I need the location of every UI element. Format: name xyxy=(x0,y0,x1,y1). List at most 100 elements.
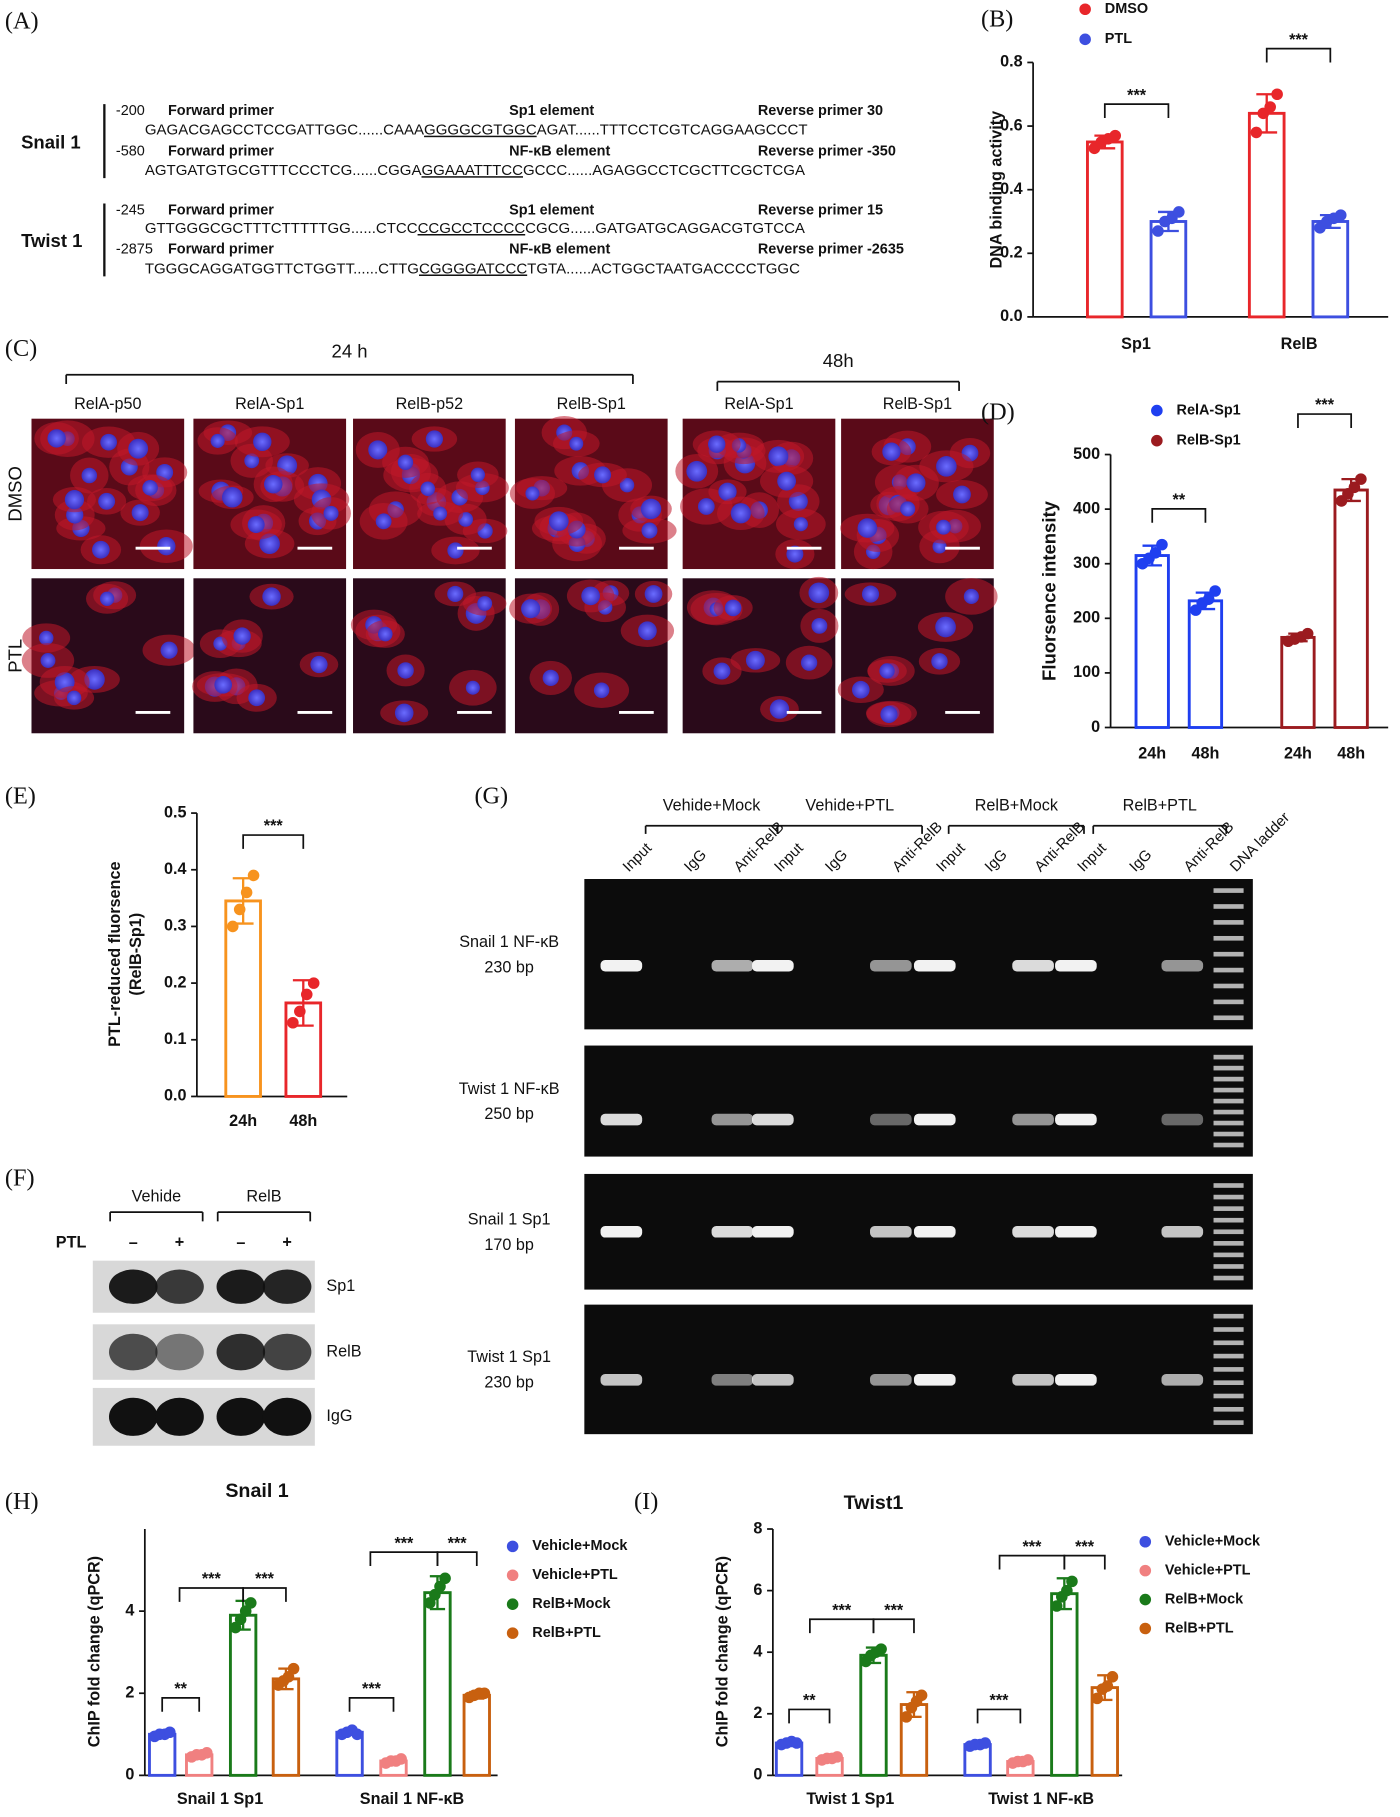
significance-bracket xyxy=(161,1697,201,1712)
panel-label: (E) xyxy=(5,783,36,810)
significance-bracket xyxy=(788,1708,831,1724)
y-tick-label: 0.5 xyxy=(164,803,187,821)
nucleus xyxy=(569,436,584,451)
lane-label: IgG xyxy=(681,846,710,875)
significance-bracket xyxy=(1265,47,1332,63)
y-axis-label: DNA binding activity xyxy=(988,111,1006,269)
gel-band xyxy=(870,959,912,972)
bar xyxy=(224,899,262,1098)
y-tick-label: 500 xyxy=(1073,445,1100,463)
data-point xyxy=(1149,547,1162,559)
nucleus xyxy=(548,511,569,531)
ladder-band xyxy=(1213,904,1244,909)
nucleus xyxy=(906,473,926,493)
gel-band xyxy=(1012,1113,1054,1126)
nucleus xyxy=(953,485,971,504)
nucleus xyxy=(447,585,464,602)
nucleus xyxy=(525,486,540,501)
gel-band xyxy=(913,1374,956,1386)
sequence-part: GTTGGGCGCTTTCTTTTTGG......CTCC xyxy=(145,220,418,237)
element-label: NF-κB element xyxy=(509,143,610,159)
y-tick-label: 2 xyxy=(125,1684,134,1702)
significance-label: *** xyxy=(832,1601,852,1619)
lane-label: DNA ladder xyxy=(1227,809,1293,875)
bar xyxy=(1050,1592,1079,1777)
legend-label: Vehicle+Mock xyxy=(532,1538,628,1554)
significance-label: *** xyxy=(202,1570,222,1588)
legend-label: DMSO xyxy=(1105,1,1148,17)
nucleus xyxy=(745,650,765,670)
data-point xyxy=(1209,585,1221,597)
ladder-band xyxy=(1213,951,1244,957)
nucleus xyxy=(84,669,105,690)
x-tick-label: Snail 1 NF-κB xyxy=(360,1790,464,1808)
nucleus xyxy=(377,626,393,642)
gel-band xyxy=(600,1113,643,1126)
gel-band xyxy=(600,959,643,972)
significance-label: *** xyxy=(362,1680,382,1698)
nucleus xyxy=(214,676,232,694)
nucleus xyxy=(210,433,225,448)
nucleus xyxy=(724,599,742,617)
gel xyxy=(584,1304,1253,1435)
significance-bracket xyxy=(1063,1554,1106,1570)
nucleus xyxy=(936,519,951,535)
lane-label: Input xyxy=(1074,839,1110,875)
data-point xyxy=(244,1597,257,1609)
legend-marker xyxy=(506,1627,519,1639)
gel-band xyxy=(711,1374,754,1386)
legend-marker xyxy=(1139,1564,1152,1577)
nucleus xyxy=(244,453,260,469)
sequence: GAGACGAGCCTCCGATTGGC......CAAAGGGGCGTGGC… xyxy=(145,122,808,139)
bar xyxy=(1311,220,1350,319)
lane-label: IgG xyxy=(1126,846,1155,875)
bar xyxy=(1149,220,1188,319)
data-point xyxy=(831,1751,843,1763)
legend-marker xyxy=(1079,33,1091,46)
group-title: 24 h xyxy=(332,341,368,362)
legend-label: RelB+PTL xyxy=(1165,1620,1234,1636)
gel-band xyxy=(752,959,794,972)
nucleus xyxy=(786,545,804,563)
column-label: RelB-Sp1 xyxy=(883,395,952,413)
ladder-band xyxy=(1213,1327,1244,1332)
gene-name: Twist 1 xyxy=(21,230,82,251)
ladder-band xyxy=(1213,1054,1244,1060)
significance-bracket xyxy=(369,1551,439,1567)
nucleus xyxy=(581,586,600,606)
panel-label: (I) xyxy=(634,1488,658,1515)
data-point xyxy=(294,1005,306,1018)
group-label: Vehide+Mock xyxy=(663,796,762,814)
significance-label: ** xyxy=(1173,491,1186,509)
legend-label: Vehicle+PTL xyxy=(532,1567,618,1583)
nucleus xyxy=(64,490,85,510)
significance-label: *** xyxy=(1315,396,1335,414)
nucleus xyxy=(375,513,392,530)
data-point xyxy=(478,1687,491,1700)
data-point xyxy=(307,977,320,989)
row-label: RelB xyxy=(326,1342,361,1360)
ladder-band xyxy=(1213,920,1244,925)
legend-label: PTL xyxy=(1105,31,1132,47)
legend-label: RelB+Mock xyxy=(1165,1591,1244,1607)
nucleus xyxy=(880,705,898,723)
y-tick-label: 4 xyxy=(125,1601,134,1619)
data-point xyxy=(979,1737,991,1749)
primer-label: Forward primer xyxy=(168,242,274,258)
data-point xyxy=(1156,538,1168,551)
nucleus xyxy=(811,617,828,634)
nucleus xyxy=(128,438,149,459)
chart-title: Twist1 xyxy=(844,1492,904,1514)
nucleus xyxy=(142,480,158,496)
nucleus xyxy=(99,591,115,606)
bar xyxy=(1247,111,1286,319)
gel-band xyxy=(913,1225,956,1238)
gel-band xyxy=(913,1113,956,1126)
data-point xyxy=(1061,1584,1073,1597)
group-title: 48h xyxy=(823,350,854,371)
ladder-band xyxy=(1213,1109,1244,1115)
row-label: Twist 1 Sp1 xyxy=(467,1348,551,1366)
sequence-part: GCCC......AGAGGCCTCGCTTCGCTCGA xyxy=(523,162,805,179)
position: -200 xyxy=(116,103,145,119)
bar xyxy=(271,1677,301,1777)
